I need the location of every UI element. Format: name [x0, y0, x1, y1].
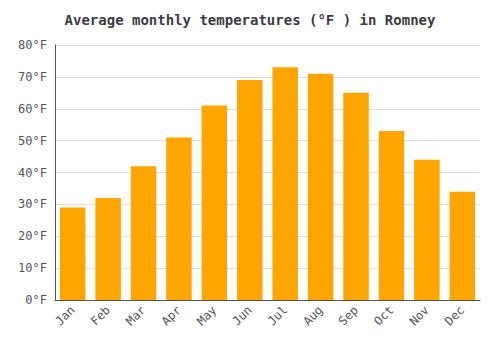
svg-text:50°F: 50°F	[18, 134, 47, 148]
svg-text:80°F: 80°F	[18, 38, 47, 52]
svg-text:60°F: 60°F	[18, 102, 47, 116]
svg-text:Nov: Nov	[407, 303, 432, 328]
svg-text:10°F: 10°F	[18, 261, 47, 275]
svg-text:70°F: 70°F	[18, 70, 47, 84]
svg-text:Jul: Jul	[265, 303, 290, 328]
svg-text:May: May	[194, 303, 219, 328]
svg-text:Feb: Feb	[88, 303, 113, 328]
svg-text:Average monthly temperatures (: Average monthly temperatures (°F ) in Ro…	[65, 12, 436, 28]
svg-text:Oct: Oct	[371, 303, 396, 328]
svg-text:Jan: Jan	[52, 303, 77, 328]
svg-text:40°F: 40°F	[18, 166, 47, 180]
svg-text:Dec: Dec	[442, 303, 467, 328]
svg-text:Mar: Mar	[123, 303, 148, 328]
svg-text:30°F: 30°F	[18, 197, 47, 211]
svg-text:Apr: Apr	[159, 303, 184, 328]
svg-text:0°F: 0°F	[25, 293, 47, 307]
svg-text:Jun: Jun	[230, 303, 255, 328]
svg-text:Aug: Aug	[300, 303, 325, 328]
svg-text:Sep: Sep	[336, 303, 361, 328]
svg-text:20°F: 20°F	[18, 229, 47, 243]
